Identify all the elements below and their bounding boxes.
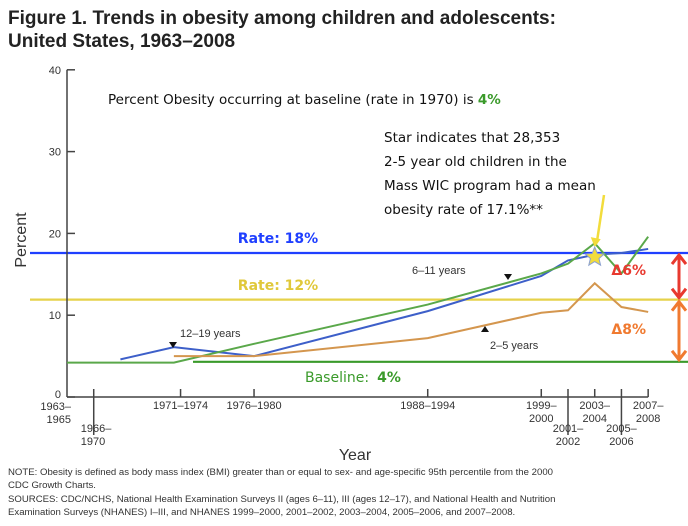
y-tick-label: 30	[49, 147, 61, 159]
title-line-1: Figure 1. Trends in obesity among childr…	[8, 8, 556, 29]
x-tick-label: 2004	[582, 413, 606, 425]
baseline-label-prefix: Baseline:	[305, 370, 369, 386]
star-note-line-1: Star indicates that 28,353	[384, 130, 560, 146]
series-line-2	[173, 281, 649, 358]
series-label-12-19: 12–19 years	[180, 328, 241, 340]
x-tick-label: 1976–1980	[227, 400, 282, 412]
star-icon	[583, 245, 606, 267]
x-tick-label: 2008	[636, 413, 660, 425]
y-axis-title: Percent	[13, 212, 30, 268]
x-tick-label: 1966–	[81, 423, 112, 435]
baseline-annotation-text: Percent Obesity occurring at baseline (r…	[108, 92, 478, 108]
series-label-2-5: 2–5 years	[490, 340, 539, 352]
arrow-down-icon	[670, 287, 688, 301]
arrow-down-icon	[670, 349, 688, 363]
marker-6-11-icon	[504, 274, 512, 280]
baseline-label-value: 4%	[377, 370, 401, 386]
x-tick-label: 1999–	[526, 400, 557, 412]
rate-18-label: Rate: 18%	[238, 231, 318, 247]
delta-8-label: Δ8%	[611, 322, 646, 338]
star-arrow	[595, 194, 606, 244]
x-tick-label: 2007–	[633, 400, 664, 412]
y-tick-label: 20	[49, 228, 61, 240]
x-tick-label: 1965	[47, 414, 71, 426]
x-tick-label: 2001–	[553, 423, 584, 435]
note-line-3: SOURCES: CDC/NCHS, National Health Exami…	[8, 494, 555, 505]
y-tick-label: 0	[55, 389, 61, 401]
x-tick-label: 2000	[529, 413, 553, 425]
x-tick-label: 1963–	[40, 401, 71, 413]
x-tick-label: 2002	[556, 436, 580, 448]
rate-12-label: Rate: 12%	[238, 278, 318, 294]
note-line-2: CDC Growth Charts.	[8, 480, 96, 491]
x-tick-label: 2006	[609, 436, 633, 448]
star-note-line-3: Mass WIC program had a mean	[384, 178, 596, 194]
star-note-line-4: obesity rate of 17.1%**	[384, 202, 543, 218]
note-line-4: Examination Surveys (NHANES) I–III, and …	[8, 507, 515, 518]
x-tick-label: 1970	[81, 436, 105, 448]
baseline-label: Baseline: 4%	[305, 370, 401, 386]
star-note-line-2: 2-5 year old children in the	[384, 154, 567, 170]
marker-2-5-icon	[481, 326, 489, 332]
marker-12-19-icon	[169, 342, 177, 348]
arrow-up-icon	[670, 299, 688, 312]
baseline-annotation-value: 4%	[478, 92, 501, 108]
x-tick-label: 2003–	[579, 400, 610, 412]
arrow-up-icon	[670, 252, 688, 265]
series-label-6-11: 6–11 years	[412, 265, 466, 277]
x-tick-label: 1971–1974	[153, 400, 208, 412]
y-tick-label: 40	[49, 65, 61, 77]
baseline-annotation: Percent Obesity occurring at baseline (r…	[108, 92, 501, 108]
title-line-2: United States, 1963–2008	[8, 31, 235, 52]
note-line-1: NOTE: Obesity is defined as body mass in…	[8, 467, 553, 478]
star-arrow-head-icon	[590, 237, 601, 248]
x-tick-label: 2005–	[606, 423, 637, 435]
x-axis-title: Year	[339, 447, 372, 464]
y-tick-label: 10	[49, 310, 61, 322]
delta-6-label: Δ6%	[611, 263, 646, 279]
x-tick-label: 1988–1994	[400, 400, 455, 412]
